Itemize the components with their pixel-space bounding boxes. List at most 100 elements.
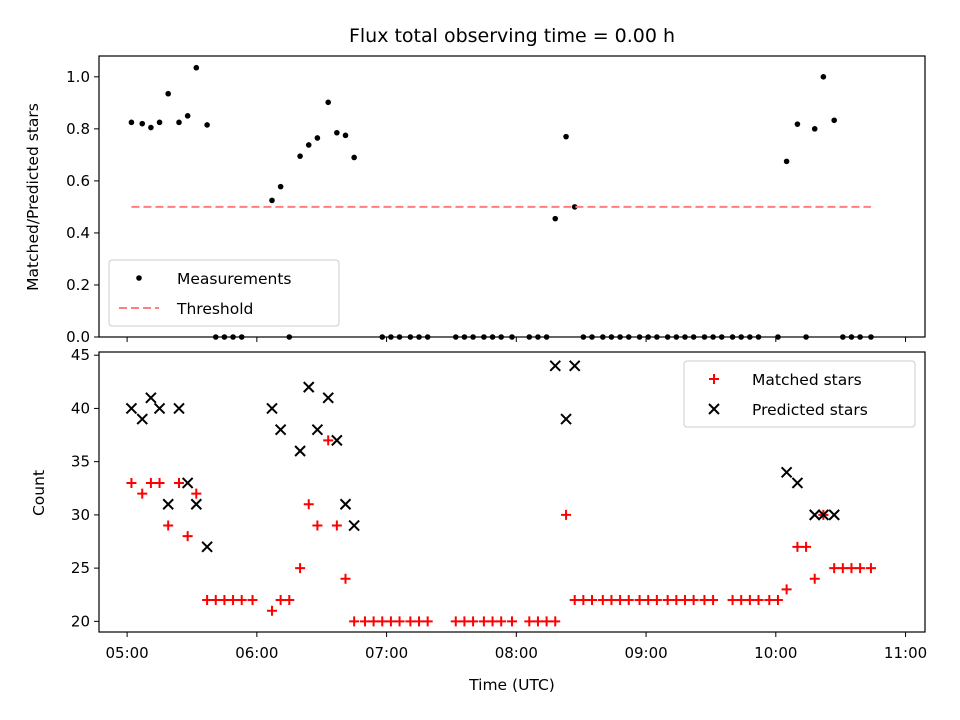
bottom-series-group xyxy=(125,360,876,627)
measurement-point xyxy=(165,90,171,97)
bottom-y-tick-label: 45 xyxy=(71,346,90,364)
measurement-point xyxy=(325,99,332,106)
matched-star-point xyxy=(154,477,165,488)
top-plot-panel: 0.0 0.2 0.4 0.6 0.8 1.0 Measurements Threshold xyxy=(66,55,926,346)
matched-star-point xyxy=(829,563,840,574)
matched-star-point xyxy=(312,520,323,531)
predicted-star-point xyxy=(348,519,360,532)
matched-star-point xyxy=(772,595,783,606)
x-tick-label: 07:00 xyxy=(365,644,408,662)
matched-star-point xyxy=(643,595,654,606)
measurement-point xyxy=(176,119,182,126)
matched-star-point xyxy=(210,595,221,606)
matched-star-point xyxy=(809,573,820,584)
matched-star-point xyxy=(587,595,598,606)
matched-star-point xyxy=(753,595,764,606)
measurement-point xyxy=(139,120,146,127)
measurement-point xyxy=(351,154,357,161)
measurement-point xyxy=(334,129,340,136)
top-y-tick-label: 1.0 xyxy=(66,68,90,86)
measurement-point xyxy=(277,183,284,190)
x-tick-label: 11:00 xyxy=(884,644,927,662)
predicted-star-point xyxy=(153,402,166,415)
predicted-star-point xyxy=(266,402,278,415)
measurement-point xyxy=(305,142,312,148)
legend-label: Threshold xyxy=(176,300,253,318)
x-tick-label: 09:00 xyxy=(624,644,667,662)
matched-star-point xyxy=(191,488,202,499)
legend-label: Measurements xyxy=(177,270,292,288)
top-axes-frame xyxy=(98,55,926,338)
matched-star-point xyxy=(662,595,673,606)
matched-star-point xyxy=(377,616,388,627)
matched-star-point xyxy=(623,595,634,606)
matched-star-point xyxy=(606,595,617,606)
matched-star-point xyxy=(764,595,775,606)
matched-star-point xyxy=(550,616,561,627)
predicted-star-point xyxy=(817,509,830,521)
matched-star-point xyxy=(792,541,803,552)
matched-star-point xyxy=(744,595,755,606)
predicted-star-point xyxy=(125,402,138,415)
chart-title: Flux total observing time = 0.00 h xyxy=(349,25,675,47)
matched-star-point xyxy=(688,595,699,606)
predicted-star-point xyxy=(173,402,185,415)
bottom-y-axis-label: Count xyxy=(30,470,48,516)
predicted-star-point xyxy=(162,498,174,510)
legend-label: Matched stars xyxy=(752,371,862,389)
matched-star-point xyxy=(340,573,351,584)
matched-star-point xyxy=(781,584,792,595)
predicted-star-point xyxy=(136,413,148,425)
matched-star-point xyxy=(247,595,258,606)
measurement-point xyxy=(156,119,163,126)
matched-star-point xyxy=(137,488,148,499)
matched-star-point xyxy=(699,595,710,606)
predicted-star-point xyxy=(145,392,157,404)
predicted-star-point xyxy=(274,424,287,436)
x-tick-label: 08:00 xyxy=(495,644,538,662)
measurement-point xyxy=(820,74,827,80)
predicted-star-point xyxy=(303,381,315,393)
bottom-y-tick-label: 35 xyxy=(71,453,90,471)
matched-star-point xyxy=(679,595,690,606)
matched-star-point xyxy=(569,595,580,606)
matched-star-point xyxy=(524,616,535,627)
measurement-point xyxy=(193,64,200,71)
matched-star-point xyxy=(865,563,876,574)
matched-star-point xyxy=(597,595,608,606)
predicted-star-point xyxy=(311,424,324,436)
matched-star-point xyxy=(615,595,626,606)
predicted-star-point xyxy=(809,509,821,521)
matched-star-point xyxy=(359,616,370,627)
matched-star-point xyxy=(236,595,247,606)
legend-predicted-swatch xyxy=(708,403,720,415)
matched-star-point xyxy=(145,477,156,488)
matched-star-point xyxy=(487,616,498,627)
matched-star-point xyxy=(708,595,719,606)
measurement-point xyxy=(552,215,559,222)
predicted-star-point xyxy=(568,360,581,372)
bottom-y-tick-label: 25 xyxy=(71,559,90,577)
measurement-point xyxy=(314,135,321,141)
matched-star-point xyxy=(422,616,433,627)
measurement-point xyxy=(811,126,818,132)
matched-star-point xyxy=(459,616,470,627)
matched-star-point xyxy=(414,616,425,627)
matched-star-point xyxy=(532,616,543,627)
legend-label: Predicted stars xyxy=(752,401,868,419)
measurement-point xyxy=(794,121,801,127)
matched-star-point xyxy=(202,595,213,606)
predicted-star-point xyxy=(560,413,572,425)
matched-star-point xyxy=(266,605,277,616)
bottom-y-tick-label: 30 xyxy=(71,506,90,524)
matched-star-point xyxy=(219,595,230,606)
matched-star-point xyxy=(228,595,239,606)
matched-star-point xyxy=(182,531,193,542)
measurement-point xyxy=(128,119,135,126)
predicted-star-point xyxy=(181,477,194,489)
matched-star-point xyxy=(855,563,866,574)
measurement-point xyxy=(342,132,349,139)
measurement-point xyxy=(563,133,569,140)
matched-star-point xyxy=(405,616,416,627)
